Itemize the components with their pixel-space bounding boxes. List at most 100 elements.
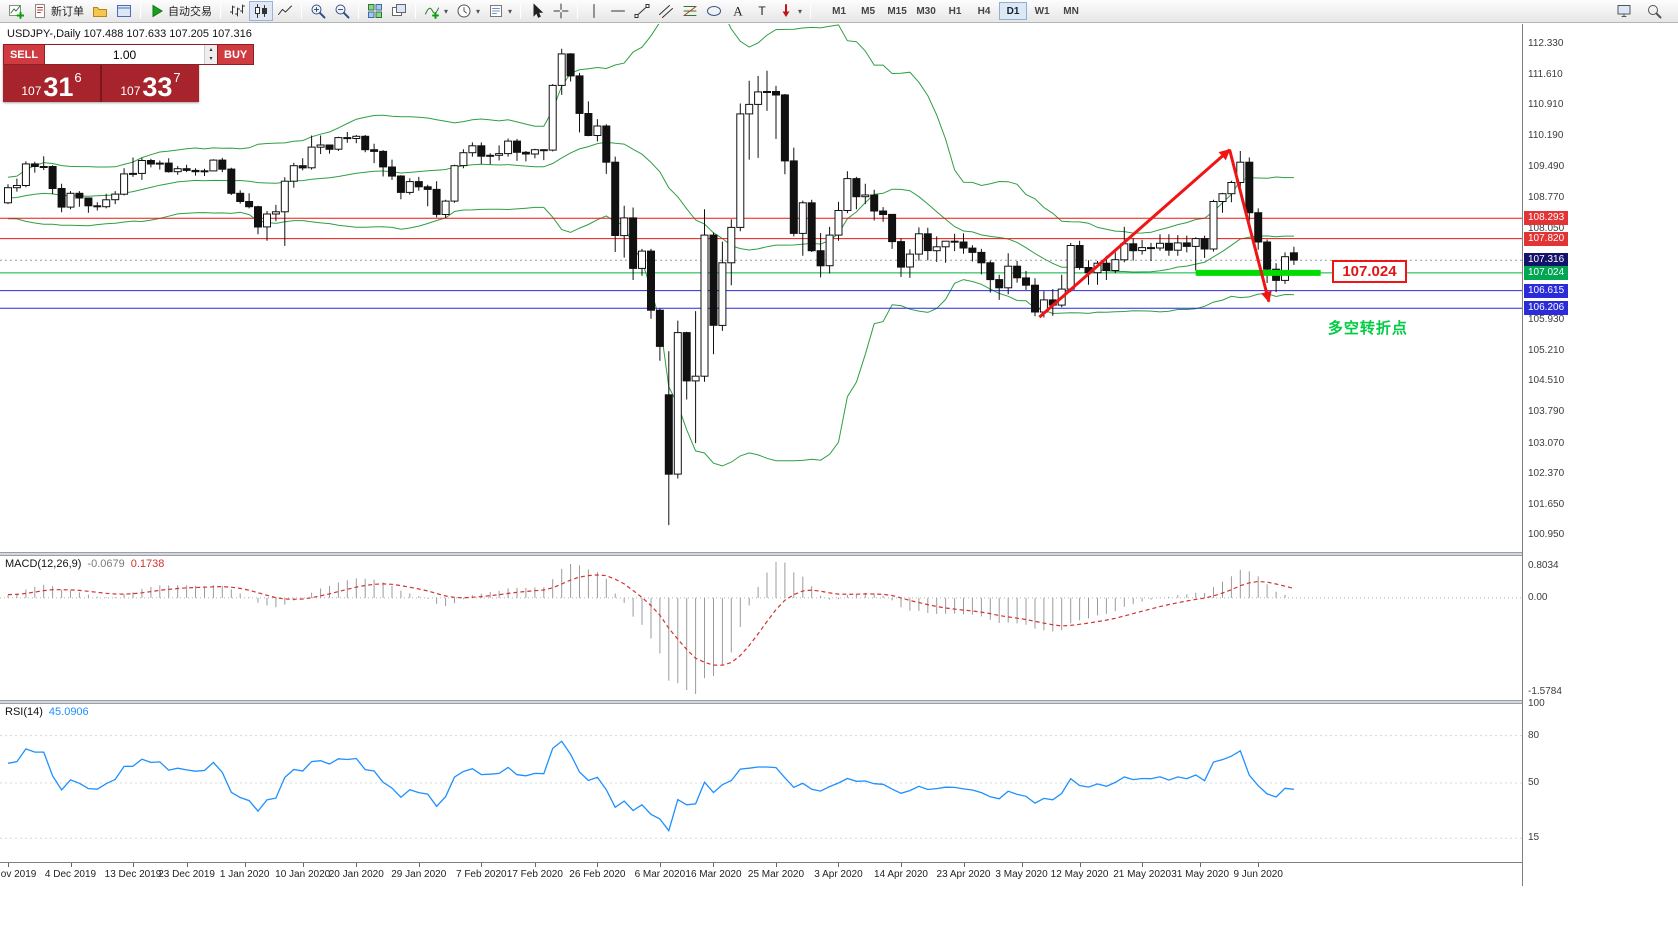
arrows-button[interactable]: ▾ bbox=[774, 1, 806, 21]
price-axis: 112.330 111.610 110.910 110.190 109.490 108.7… bbox=[1522, 24, 1678, 886]
timeframe-m15[interactable]: M15 bbox=[883, 2, 911, 20]
timeframe-m5[interactable]: M5 bbox=[854, 2, 882, 20]
timeframe-m30[interactable]: M30 bbox=[912, 2, 940, 20]
crosshair-button[interactable] bbox=[549, 1, 573, 21]
date-label: 16 Mar 2020 bbox=[685, 869, 742, 880]
price-label-107024[interactable]: 107.024 bbox=[1332, 259, 1407, 283]
toolbar-separator bbox=[520, 3, 522, 19]
volume-input[interactable] bbox=[45, 45, 204, 64]
new-chart-button[interactable] bbox=[4, 1, 28, 21]
vertical-line-button[interactable] bbox=[582, 1, 606, 21]
buy-button[interactable]: BUY bbox=[217, 44, 255, 65]
axis-label: 0.8034 bbox=[1528, 560, 1559, 571]
date-tick bbox=[1258, 863, 1260, 867]
date-label: 3 May 2020 bbox=[995, 869, 1048, 880]
turning-point-note[interactable]: 多空转折点 bbox=[1327, 319, 1408, 337]
charts-window-button[interactable] bbox=[112, 1, 136, 21]
hline-icon bbox=[611, 10, 626, 12]
equidistant-channel-button[interactable] bbox=[654, 1, 678, 21]
axis-label: 100 bbox=[1528, 698, 1545, 709]
buy-price-point: 7 bbox=[173, 70, 181, 85]
text-button[interactable]: A bbox=[726, 1, 750, 21]
date-label: 14 Apr 2020 bbox=[874, 869, 928, 880]
volume-down-button[interactable]: ▾ bbox=[205, 54, 217, 64]
price-badge-107.820: 107.820 bbox=[1524, 231, 1569, 246]
panel-separator[interactable] bbox=[0, 700, 1678, 704]
buy-price[interactable]: 107 33 7 bbox=[102, 65, 199, 102]
date-tick bbox=[302, 863, 304, 867]
panel-separator[interactable] bbox=[0, 552, 1678, 556]
zoom-out-button[interactable] bbox=[330, 1, 354, 21]
date-label: 29 Jan 2020 bbox=[391, 869, 447, 880]
candle-chart-button[interactable] bbox=[249, 1, 273, 21]
price-badge-106.206: 106.206 bbox=[1524, 301, 1569, 316]
date-label: 6 Mar 2020 bbox=[634, 869, 686, 880]
new-order-label: 新订单 bbox=[51, 6, 84, 18]
toolbar-separator bbox=[140, 3, 141, 19]
indicators-button[interactable]: ▾ bbox=[420, 1, 452, 21]
axis-label: 50 bbox=[1528, 777, 1540, 788]
zoom-in-icon bbox=[311, 4, 326, 19]
buy-price-pips: 33 bbox=[142, 72, 173, 102]
sell-button[interactable]: SELL bbox=[3, 44, 45, 65]
horizontal-line-button[interactable] bbox=[606, 1, 630, 21]
sell-price-pips: 31 bbox=[43, 72, 74, 102]
date-label: 4 Dec 2019 bbox=[44, 869, 97, 880]
tile-windows-button[interactable] bbox=[363, 1, 387, 21]
cursor-button[interactable] bbox=[525, 1, 549, 21]
trendline-button[interactable] bbox=[630, 1, 654, 21]
svg-text:A: A bbox=[733, 4, 743, 19]
timeframe-d1[interactable]: D1 bbox=[999, 2, 1028, 20]
timeframe-w1[interactable]: W1 bbox=[1028, 2, 1056, 20]
channel-icon bbox=[659, 5, 674, 18]
chevron-down-icon: ▾ bbox=[508, 6, 513, 16]
bar-chart-button[interactable] bbox=[225, 1, 249, 21]
timeframe-h1[interactable]: H1 bbox=[941, 2, 969, 20]
zoom-in-button[interactable] bbox=[306, 1, 330, 21]
trendline-2[interactable] bbox=[1228, 149, 1272, 303]
shapes-button[interactable] bbox=[702, 1, 726, 21]
vline-icon bbox=[593, 4, 595, 18]
monitor-button[interactable] bbox=[1612, 1, 1636, 21]
periods-button[interactable]: ▾ bbox=[452, 1, 484, 21]
profiles-icon bbox=[93, 7, 107, 17]
axis-label: 15 bbox=[1528, 832, 1540, 844]
volume-up-button[interactable]: ▴ bbox=[205, 45, 217, 55]
axis-label: 0.00 bbox=[1528, 591, 1548, 603]
date-tick bbox=[133, 863, 135, 867]
monitor-icon bbox=[1617, 5, 1631, 17]
fibonacci-button[interactable] bbox=[678, 1, 702, 21]
timeframe-m1[interactable]: M1 bbox=[825, 2, 853, 20]
toolbar-separator bbox=[415, 3, 416, 19]
text-label-button[interactable]: T bbox=[750, 1, 774, 21]
macd-main-value: -0.0679 bbox=[87, 558, 125, 570]
toolbar-right bbox=[1612, 1, 1666, 21]
macd-signal-value: 0.1738 bbox=[130, 558, 165, 570]
buy-price-base: 107 bbox=[120, 84, 141, 98]
profiles-button[interactable] bbox=[88, 1, 112, 21]
price-tick: 104.510 bbox=[1528, 375, 1565, 387]
ellipse-icon bbox=[707, 6, 722, 16]
new-order-button[interactable]: 新订单 bbox=[28, 1, 88, 21]
price-chart[interactable] bbox=[0, 24, 1522, 552]
date-tick bbox=[481, 863, 483, 867]
date-label: 23 Dec 2019 bbox=[158, 869, 215, 880]
magnifier-button[interactable] bbox=[1642, 1, 1666, 21]
date-tick bbox=[186, 863, 188, 867]
svg-text:T: T bbox=[758, 4, 766, 18]
templates-button[interactable]: ▾ bbox=[484, 1, 516, 21]
tile-icon bbox=[368, 4, 382, 18]
toolbar-separator bbox=[301, 3, 302, 19]
volume-control: ▴ ▾ bbox=[45, 44, 217, 65]
fibo-icon bbox=[683, 6, 697, 16]
auto-trading-button[interactable]: 自动交易 bbox=[145, 1, 216, 21]
line-chart-button[interactable] bbox=[273, 1, 297, 21]
sell-price[interactable]: 107 31 6 bbox=[3, 65, 102, 102]
date-tick bbox=[8, 863, 9, 867]
template-icon bbox=[490, 5, 503, 17]
timeframe-h4[interactable]: H4 bbox=[970, 2, 998, 20]
cascade-windows-button[interactable] bbox=[387, 1, 411, 21]
timeframe-mn[interactable]: MN bbox=[1057, 2, 1085, 20]
bollinger-bands bbox=[7, 24, 1294, 467]
trendline-1[interactable] bbox=[1038, 148, 1231, 319]
